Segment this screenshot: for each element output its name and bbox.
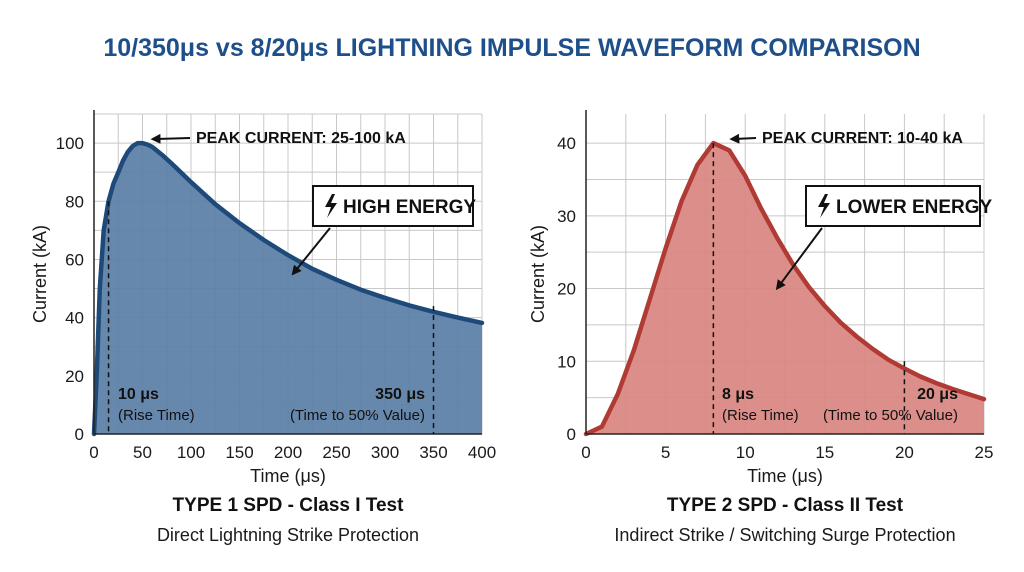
x-axis-label: Time (μs) — [250, 466, 326, 486]
y-tick-label: 40 — [557, 134, 576, 153]
x-tick-label: 350 — [419, 443, 447, 462]
energy-box — [312, 185, 474, 227]
energy-arrow — [291, 227, 331, 276]
waveform-line — [583, 140, 987, 437]
y-tick-label: 30 — [557, 207, 576, 226]
peak-current-label: PEAK CURRENT: 10-40 kA — [762, 130, 963, 147]
y-axis-label: Current (kA) — [528, 225, 548, 323]
energy-label: LOWER ENERGY — [836, 197, 993, 218]
x-tick-label: 250 — [322, 443, 350, 462]
y-tick-label: 0 — [75, 425, 84, 444]
time-marker-desc: (Rise Time) — [722, 407, 799, 424]
y-tick-label: 20 — [557, 280, 576, 299]
energy-box — [805, 185, 981, 227]
waveform-area — [94, 143, 482, 434]
x-tick-label: 0 — [89, 443, 98, 462]
x-tick-label: 50 — [133, 443, 152, 462]
chart-panel-2: 0 5 10 15 20 25 0 10 20 30 40 Time (μs) Current (kA)… — [528, 110, 993, 545]
time-marker-value: 350 μs — [375, 386, 425, 403]
peak-arrow — [729, 133, 757, 144]
chart-panels: 0 50 100 150 200 250 300 350 400020406080100Time… — [30, 110, 993, 545]
x-tick-label: 5 — [661, 443, 670, 462]
lightning-bolt-icon — [325, 194, 337, 218]
y-tick-label: 10 — [557, 352, 576, 371]
x-tick-label: 0 — [581, 443, 590, 462]
peak-current-label: PEAK CURRENT: 25-100 kA — [196, 130, 406, 147]
chart-panel-1: 0 50 100 150 200 250 300 350 400 0 20 40 60 80 100 Time… — [30, 110, 496, 545]
x-tick-label: 150 — [225, 443, 253, 462]
panel-caption-title: TYPE 1 SPD - Class I Test — [173, 495, 405, 516]
x-tick-label: 200 — [274, 443, 302, 462]
y-tick-label: 60 — [65, 250, 84, 269]
y-tick-label: 20 — [65, 367, 84, 386]
waveform-line — [91, 140, 485, 437]
time-marker-value: 10 μs — [118, 386, 159, 403]
lightning-bolt-icon — [818, 194, 830, 218]
x-tick-label: 20 — [895, 443, 914, 462]
y-tick-label: 80 — [65, 192, 84, 211]
y-tick-label: 40 — [65, 309, 84, 328]
y-tick-label: 100 — [56, 134, 84, 153]
energy-label: HIGH ENERGY — [343, 197, 476, 218]
time-marker-desc: (Time to 50% Value) — [290, 407, 425, 424]
panel-caption-subtitle: Indirect Strike / Switching Surge Protec… — [614, 525, 955, 545]
x-axis-label: Time (μs) — [747, 466, 823, 486]
panel-caption-title: TYPE 2 SPD - Class II Test — [667, 495, 904, 516]
time-marker-desc: (Rise Time) — [118, 407, 195, 424]
peak-arrow — [150, 133, 191, 144]
x-tick-label: 25 — [975, 443, 994, 462]
time-marker-value: 8 μs — [722, 386, 754, 403]
y-axis-label: Current (kA) — [30, 225, 50, 323]
x-tick-label: 100 — [177, 443, 205, 462]
y-tick-label: 0 — [567, 425, 576, 444]
figure-title: 10/350μs vs 8/20μs LIGHTNING IMPULSE WAV… — [103, 34, 920, 62]
time-marker-value: 20 μs — [917, 386, 958, 403]
time-marker-desc: (Time to 50% Value) — [823, 407, 958, 424]
panel-caption-subtitle: Direct Lightning Strike Protection — [157, 525, 419, 545]
energy-arrow — [775, 227, 823, 291]
x-tick-label: 15 — [815, 443, 834, 462]
x-tick-label: 300 — [371, 443, 399, 462]
x-tick-label: 10 — [736, 443, 755, 462]
x-tick-label: 400 — [468, 443, 496, 462]
